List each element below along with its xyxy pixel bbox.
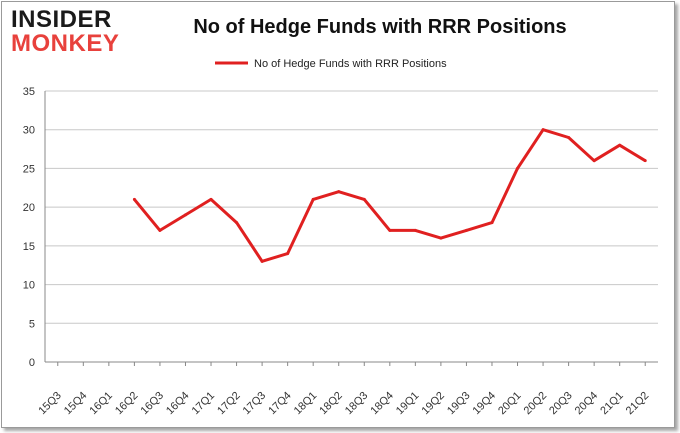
data-point	[516, 166, 520, 170]
data-point	[439, 236, 443, 240]
data-point	[490, 221, 494, 225]
data-point	[413, 228, 417, 232]
data-point	[209, 197, 213, 201]
x-tick-label: 20Q1	[496, 390, 524, 418]
data-point	[362, 197, 366, 201]
x-tick-label: 18Q1	[292, 390, 320, 418]
x-tick-label: 17Q4	[266, 390, 294, 418]
data-point	[311, 197, 315, 201]
data-point	[541, 128, 545, 132]
y-tick-label: 35	[23, 86, 35, 98]
x-tick-label: 21Q1	[598, 390, 626, 418]
y-tick-label: 30	[23, 125, 35, 137]
data-point	[132, 197, 136, 201]
chart-title: No of Hedge Funds with RRR Positions	[193, 16, 567, 38]
logo-line-2: MONKEY	[11, 30, 120, 57]
x-tick-label: 19Q1	[394, 390, 422, 418]
x-tick-label: 19Q4	[471, 390, 499, 418]
x-tick-label: 20Q4	[573, 390, 601, 418]
data-point	[643, 159, 647, 163]
x-tick-label: 18Q3	[343, 390, 371, 418]
legend-label: No of Hedge Funds with RRR Positions	[254, 58, 447, 70]
y-tick-label: 25	[23, 163, 35, 175]
x-tick-label: 17Q2	[215, 390, 243, 418]
series-line	[133, 128, 646, 263]
insider-monkey-logo: INSIDER MONKEY	[11, 8, 129, 58]
x-tick-label: 20Q3	[547, 390, 575, 418]
x-tick-label: 18Q4	[368, 390, 396, 418]
y-tick-label: 20	[23, 202, 35, 214]
data-point	[235, 221, 239, 225]
chart-frame	[1, 1, 675, 428]
series-group	[132, 128, 647, 263]
x-tick-label: 16Q3	[139, 390, 167, 418]
y-tick-label: 10	[23, 280, 35, 292]
x-tick-label: 16Q1	[87, 390, 115, 418]
y-tick-label: 5	[29, 318, 35, 330]
legend: No of Hedge Funds with RRR Positions	[215, 58, 447, 70]
data-point	[260, 259, 264, 263]
x-tick-label: 15Q4	[62, 390, 90, 418]
data-point	[464, 228, 468, 232]
x-tick-label: 15Q3	[36, 390, 64, 418]
x-tick-label: 18Q2	[317, 390, 345, 418]
data-point	[158, 228, 162, 232]
data-point	[337, 190, 341, 194]
y-tick-label: 15	[23, 241, 35, 253]
grid-lines	[44, 90, 658, 363]
x-tick-label: 17Q1	[190, 390, 218, 418]
x-tick-label: 16Q4	[164, 390, 192, 418]
y-tick-label: 0	[29, 357, 35, 369]
data-point	[286, 252, 290, 256]
data-point	[567, 135, 571, 139]
x-tick-label: 16Q2	[113, 390, 141, 418]
x-tick-label: 19Q3	[445, 390, 473, 418]
x-tick-label: 19Q2	[419, 390, 447, 418]
y-axis-ticks: 0 5 10 15 20 25 30 35	[23, 86, 35, 369]
x-tick-label: 20Q2	[522, 390, 550, 418]
logo-line-1: INSIDER	[11, 6, 112, 33]
x-tick-label: 21Q2	[624, 390, 652, 418]
x-axis-ticks: 15Q315Q416Q116Q216Q316Q417Q117Q217Q317Q4…	[36, 362, 651, 417]
x-tick-label: 17Q3	[241, 390, 269, 418]
data-point	[183, 213, 187, 217]
data-point	[592, 159, 596, 163]
data-point	[618, 143, 622, 147]
data-point	[388, 228, 392, 232]
